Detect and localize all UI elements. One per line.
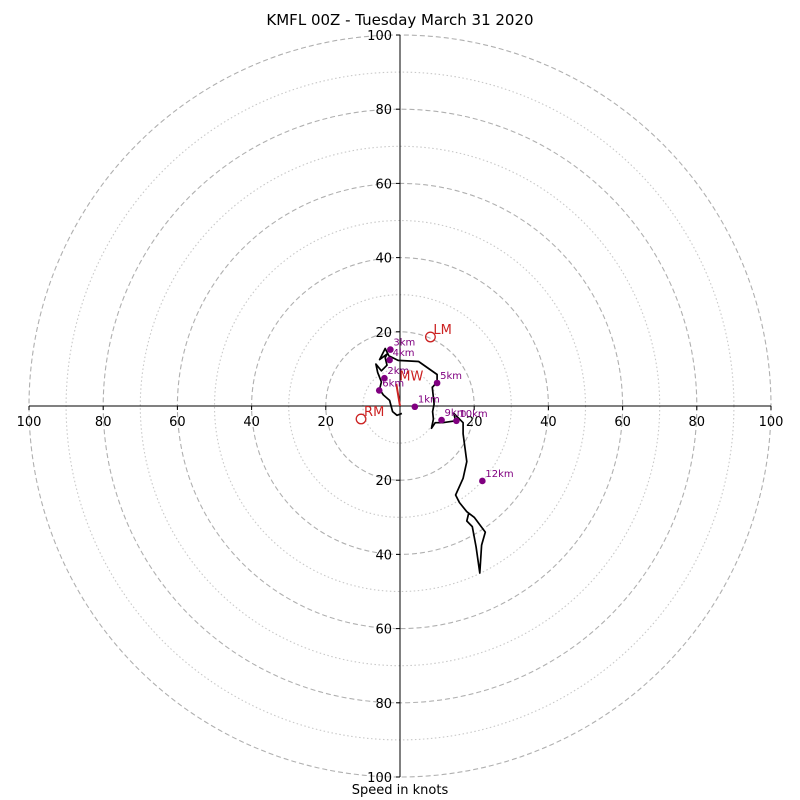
height-marker-dot	[438, 416, 445, 424]
height-marker-label: 5km	[440, 371, 462, 382]
height-marker-dot	[479, 477, 486, 485]
storm-motion-label: LM	[433, 323, 451, 338]
height-marker-dot	[411, 403, 419, 411]
x-tick-label: 100	[759, 415, 784, 430]
x-axis-label: Speed in knots	[351, 783, 449, 798]
chart-title: KMFL 00Z - Tuesday March 31 2020	[266, 11, 534, 29]
height-marker-label: 4km	[393, 348, 415, 359]
x-tick-label: 60	[614, 415, 631, 430]
storm-motion-marker	[355, 413, 367, 425]
y-tick-label: 80	[375, 697, 392, 712]
y-tick-label: 40	[375, 252, 392, 267]
height-marker-label: 12km	[485, 469, 513, 480]
height-marker-label: 6km	[382, 378, 404, 389]
height-marker-dot	[375, 387, 383, 394]
height-marker-label: 3km	[393, 338, 415, 349]
y-tick-label: 60	[375, 623, 392, 638]
y-tick-label: 100	[367, 29, 392, 44]
storm-motion-label: MW	[399, 370, 423, 385]
height-marker-dot	[381, 374, 388, 382]
storm-motion-markers: LM RM MW	[355, 323, 452, 425]
hodograph-trace	[375, 347, 487, 574]
hodograph-trace-layer	[375, 347, 487, 574]
x-tick-label: 40	[243, 415, 260, 430]
height-marker-dot	[433, 379, 441, 387]
y-tick-label: 80	[375, 103, 392, 118]
height-marker-label: 2km	[387, 366, 409, 377]
y-tick-label: 20	[375, 326, 392, 341]
storm-motion-marker	[424, 331, 436, 343]
storm-motion-label: RM	[364, 405, 384, 420]
y-tick-label: 60	[375, 177, 392, 192]
x-tick-label: 100	[17, 415, 42, 430]
y-tick-label: 40	[375, 548, 392, 563]
x-tick-label: 20	[466, 415, 483, 430]
x-tick-label: 40	[540, 415, 557, 430]
y-tick-label: 20	[375, 474, 392, 489]
height-marker-dot	[387, 346, 394, 353]
height-marker-dot	[453, 417, 460, 425]
height-marker-label: 1km	[418, 395, 440, 406]
mean-wind-vector	[395, 383, 401, 407]
height-marker-dot	[386, 356, 393, 364]
height-marker-label: 9km	[445, 408, 467, 419]
x-tick-label: 80	[95, 415, 112, 430]
height-marker-label: 10km	[459, 409, 487, 420]
x-tick-label: 20	[318, 415, 335, 430]
x-tick-label: 60	[169, 415, 186, 430]
axis-ticks: 20 20 20 20 40 40 40 40 60 60 60 60 80 80 80 80 100 100 10…	[17, 29, 784, 786]
x-tick-label: 80	[689, 415, 706, 430]
y-tick-label: 100	[367, 771, 392, 786]
